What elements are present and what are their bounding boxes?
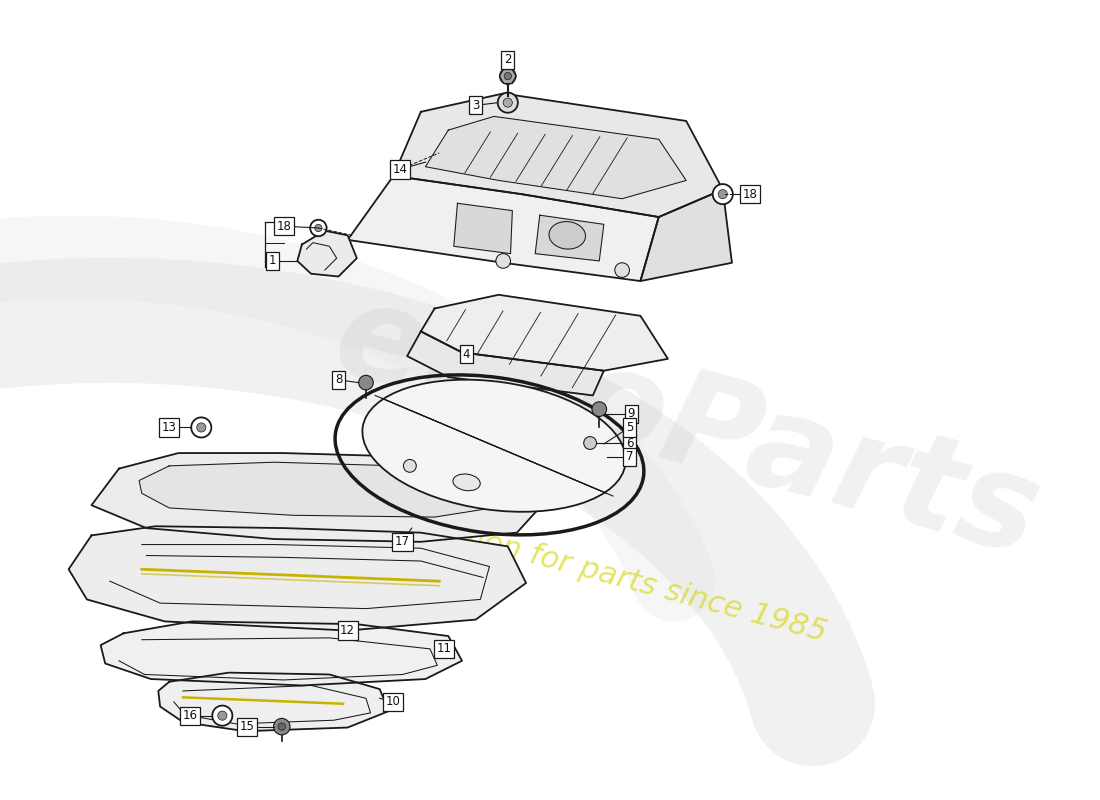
Circle shape — [584, 437, 596, 450]
Polygon shape — [536, 215, 604, 261]
Text: 11: 11 — [437, 642, 451, 655]
Text: 4: 4 — [463, 348, 471, 361]
Circle shape — [592, 402, 606, 417]
Polygon shape — [68, 526, 526, 630]
Polygon shape — [454, 203, 513, 254]
Ellipse shape — [453, 474, 481, 490]
Circle shape — [274, 718, 290, 735]
Polygon shape — [139, 462, 492, 517]
Ellipse shape — [362, 380, 626, 512]
Text: 9: 9 — [627, 407, 635, 420]
Circle shape — [315, 224, 322, 232]
Polygon shape — [100, 622, 462, 686]
Circle shape — [504, 73, 512, 80]
Text: 3: 3 — [472, 99, 480, 112]
Text: 6: 6 — [626, 437, 634, 450]
Polygon shape — [640, 190, 732, 281]
Circle shape — [197, 423, 206, 432]
Text: 2: 2 — [504, 53, 512, 66]
Text: 15: 15 — [240, 720, 254, 733]
Text: 7: 7 — [626, 450, 634, 463]
Text: 13: 13 — [162, 421, 177, 434]
Circle shape — [359, 375, 373, 390]
Circle shape — [212, 706, 232, 726]
Circle shape — [278, 723, 285, 730]
Polygon shape — [421, 294, 668, 370]
Polygon shape — [394, 94, 723, 217]
Circle shape — [310, 220, 327, 236]
Ellipse shape — [549, 222, 585, 249]
Text: 17: 17 — [395, 535, 410, 548]
Circle shape — [718, 190, 727, 198]
Text: 1: 1 — [268, 254, 276, 267]
Text: 16: 16 — [183, 709, 198, 722]
Polygon shape — [407, 331, 604, 395]
Text: a passion for parts since 1985: a passion for parts since 1985 — [377, 500, 830, 647]
Circle shape — [496, 254, 510, 268]
Text: 18: 18 — [742, 188, 758, 201]
Text: 8: 8 — [334, 374, 342, 386]
Text: euroParts: euroParts — [320, 273, 1052, 582]
Circle shape — [497, 93, 518, 113]
Circle shape — [404, 459, 416, 472]
Text: 10: 10 — [386, 695, 400, 709]
Text: 18: 18 — [276, 220, 292, 233]
Text: 5: 5 — [626, 421, 634, 434]
Circle shape — [615, 262, 629, 278]
Polygon shape — [91, 453, 544, 542]
Polygon shape — [158, 673, 388, 731]
Circle shape — [713, 184, 733, 204]
Circle shape — [218, 711, 227, 720]
Polygon shape — [297, 230, 356, 277]
Circle shape — [503, 98, 513, 107]
Text: 14: 14 — [393, 163, 407, 176]
Text: 12: 12 — [340, 624, 355, 637]
Polygon shape — [426, 116, 686, 198]
Circle shape — [191, 418, 211, 438]
Circle shape — [499, 68, 516, 84]
Polygon shape — [348, 176, 659, 281]
